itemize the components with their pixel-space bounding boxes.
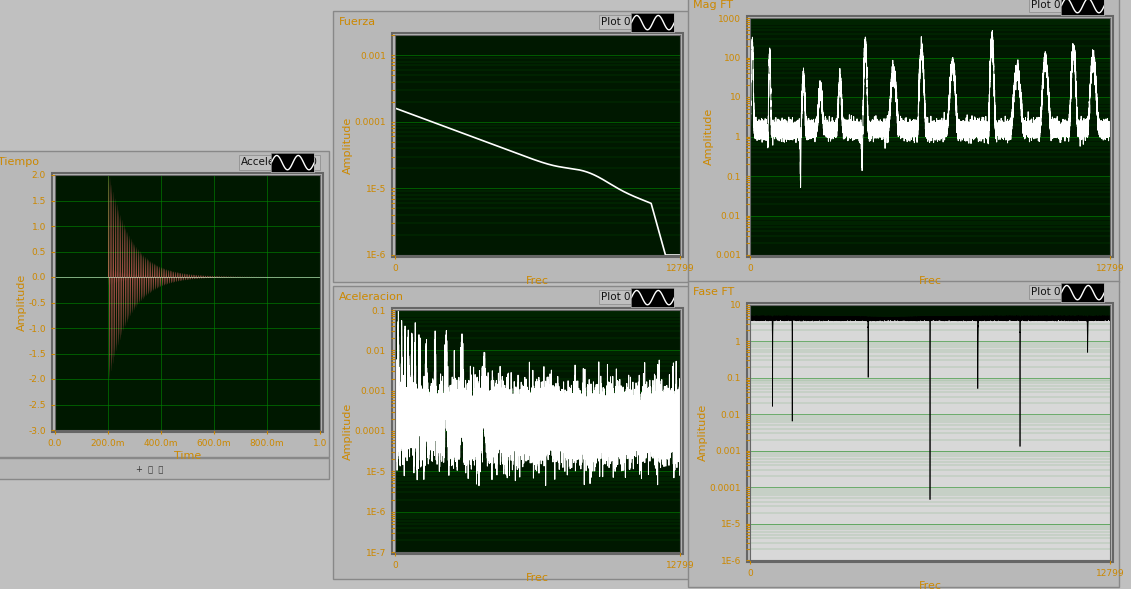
X-axis label: Frec: Frec [526,276,549,286]
X-axis label: Frec: Frec [526,573,549,583]
X-axis label: Frec: Frec [918,581,941,589]
X-axis label: Time: Time [174,451,201,461]
Text: Plot 0: Plot 0 [1030,287,1061,297]
Text: Plot 0: Plot 0 [1030,0,1061,10]
Text: Plot 0: Plot 0 [601,292,630,302]
Text: Mag FT: Mag FT [693,0,733,10]
Y-axis label: Amplitude: Amplitude [343,402,353,459]
Text: Tiempo: Tiempo [0,157,40,167]
Text: Plot 0: Plot 0 [601,17,630,27]
Text: Acceleration_0: Acceleration_0 [241,157,318,167]
Text: Aceleracion: Aceleracion [338,292,404,302]
Y-axis label: Amplitude: Amplitude [17,274,27,331]
Text: +  🔍  ✋: + 🔍 ✋ [136,464,163,473]
Y-axis label: Amplitude: Amplitude [703,108,714,165]
Y-axis label: Amplitude: Amplitude [343,117,353,174]
X-axis label: Frec: Frec [918,276,941,286]
Text: Fuerza: Fuerza [338,17,375,27]
Y-axis label: Amplitude: Amplitude [698,404,708,461]
Text: Fase FT: Fase FT [693,287,735,297]
